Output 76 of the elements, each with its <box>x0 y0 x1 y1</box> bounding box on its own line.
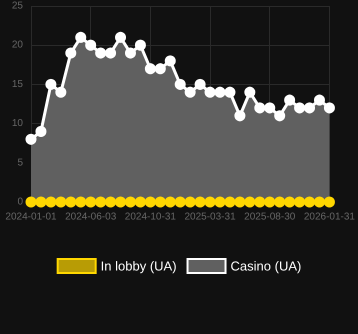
point <box>35 126 46 137</box>
point <box>314 196 325 208</box>
point <box>26 134 36 145</box>
point <box>204 196 216 208</box>
point <box>144 63 156 74</box>
point <box>174 196 186 208</box>
point <box>35 196 46 208</box>
y-tick-label: 25 <box>12 0 24 12</box>
y-tick-label: 10 <box>12 118 24 130</box>
x-tick-label: 2024-01-01 <box>5 212 58 222</box>
point <box>234 110 246 122</box>
point <box>264 196 276 208</box>
point <box>204 86 216 98</box>
point <box>254 102 266 114</box>
point <box>95 196 106 208</box>
point <box>234 196 246 208</box>
point <box>304 102 316 114</box>
point <box>304 196 316 208</box>
point <box>324 102 335 114</box>
point <box>134 40 146 51</box>
point <box>174 78 186 90</box>
point <box>124 196 136 208</box>
point <box>75 32 86 43</box>
point <box>124 48 136 59</box>
point <box>244 86 256 98</box>
point <box>324 196 335 208</box>
point <box>105 48 116 59</box>
point <box>194 78 206 90</box>
point <box>45 196 56 208</box>
y-tick-label: 0 <box>17 196 24 208</box>
point <box>85 40 96 51</box>
point <box>264 102 276 114</box>
point <box>274 110 286 122</box>
point <box>154 196 166 208</box>
point <box>284 94 296 106</box>
point <box>314 94 325 106</box>
y-tick-label: 15 <box>12 78 24 90</box>
point <box>284 196 296 208</box>
point <box>294 196 306 208</box>
point <box>55 86 66 98</box>
point <box>184 196 196 208</box>
point <box>45 78 56 90</box>
legend-label: Casino (UA) <box>230 258 302 274</box>
x-tick-label: 2024-10-31 <box>124 212 176 222</box>
x-tick-label: 2025-08-30 <box>244 212 296 222</box>
point <box>164 196 176 208</box>
point <box>214 86 226 98</box>
point <box>105 196 116 208</box>
point <box>154 63 166 74</box>
point <box>65 196 76 208</box>
point <box>26 196 36 208</box>
point <box>164 55 176 66</box>
point <box>294 102 306 114</box>
point <box>85 196 96 208</box>
y-tick-label: 5 <box>17 157 24 168</box>
x-tick-label: 2024-06-03 <box>65 212 117 222</box>
point <box>184 86 196 98</box>
y-tick-label: 20 <box>12 40 24 51</box>
x-tick-label: 2025-03-31 <box>184 212 236 222</box>
point <box>194 196 206 208</box>
point <box>144 196 156 208</box>
point <box>244 196 256 208</box>
point <box>115 32 126 43</box>
point <box>55 196 66 208</box>
point <box>65 48 76 59</box>
legend-label: In lobby (UA) <box>100 258 177 274</box>
point <box>214 196 226 208</box>
point <box>75 196 86 208</box>
point <box>134 196 146 208</box>
point <box>254 196 266 208</box>
x-tick-label: 2026-01-31 <box>304 212 356 222</box>
point <box>95 48 106 59</box>
point <box>224 86 236 98</box>
point <box>224 196 236 208</box>
point <box>274 196 286 208</box>
point <box>115 196 126 208</box>
